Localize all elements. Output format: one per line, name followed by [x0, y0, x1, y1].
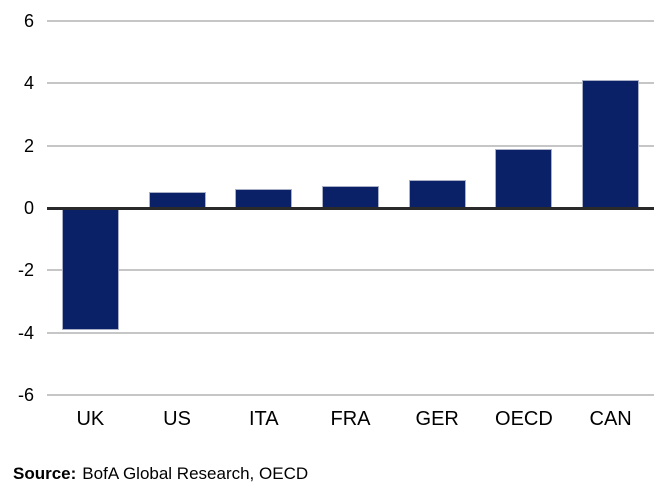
y-tick-label-2: 2 [23, 135, 34, 156]
bar-ger [408, 179, 466, 208]
x-tick-label-oecd: OECD [495, 408, 553, 430]
bar-uk [61, 208, 119, 330]
gridline [47, 331, 654, 334]
y-tick-label--4: -4 [17, 322, 34, 343]
gridline [47, 269, 654, 272]
y-tick-label-6: 6 [23, 11, 34, 31]
x-tick-label-uk: UK [76, 408, 105, 430]
source-note: Source: BofA Global Research, OECD [13, 463, 308, 485]
x-tick-label-ita: ITA [248, 408, 279, 430]
source-text: BofA Global Research, OECD [82, 464, 309, 483]
gridline [47, 82, 654, 85]
bar-can [582, 80, 640, 208]
y-tick-label--2: -2 [17, 260, 34, 281]
x-tick-label-can: CAN [589, 408, 632, 430]
x-tick-label-us: US [163, 408, 191, 430]
gridline [47, 394, 654, 396]
bar-fra [322, 186, 379, 208]
x-tick-label-fra: FRA [330, 408, 371, 430]
bar-oecd [495, 148, 553, 208]
gridline [47, 144, 654, 147]
y-tick-label-4: 4 [23, 73, 34, 94]
y-tick-label--6: -6 [17, 385, 34, 405]
x-tick-label-ger: GER [415, 408, 459, 430]
zero-axis-line [47, 206, 654, 210]
gridline [47, 20, 654, 22]
bar-ita [235, 189, 293, 208]
source-label: Source: [13, 464, 77, 483]
y-tick-label-0: 0 [23, 198, 34, 218]
